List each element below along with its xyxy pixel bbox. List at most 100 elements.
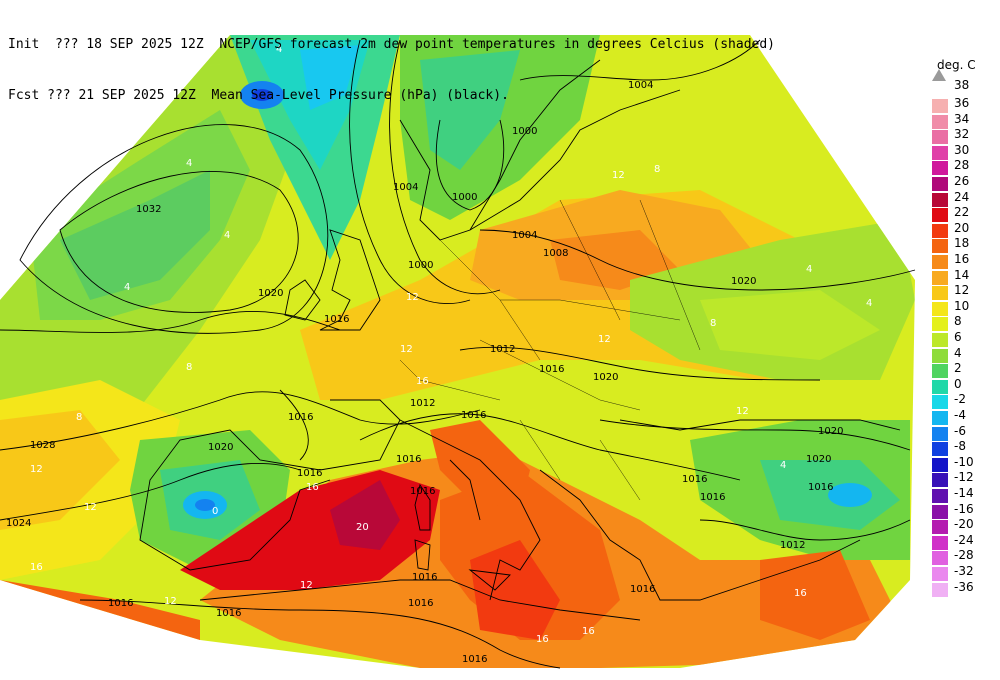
dewpoint-label: 4	[806, 264, 812, 275]
pressure-label: 1004	[628, 80, 653, 91]
pressure-label: 1012	[490, 344, 515, 355]
legend-label: 28	[954, 158, 970, 173]
dewpoint-label: 0	[212, 506, 218, 517]
pressure-label: 1004	[393, 182, 418, 193]
legend-swatch	[932, 348, 948, 363]
pressure-label: 1020	[593, 372, 618, 383]
legend-label: -36	[954, 579, 974, 594]
dewpoint-label: 8	[186, 362, 192, 373]
legend-swatch	[932, 567, 948, 581]
legend-label: -4	[954, 408, 966, 422]
legend-label: 18	[954, 236, 970, 251]
legend-swatch	[932, 379, 948, 394]
legend-label: -28	[954, 548, 974, 563]
legend-swatch	[932, 161, 948, 176]
legend-label: 8	[954, 314, 962, 329]
legend-swatch	[932, 395, 948, 410]
legend-label: 12	[954, 283, 970, 298]
dewpoint-label: 4	[124, 282, 130, 293]
pressure-label: 1016	[216, 608, 241, 619]
legend-swatch	[932, 145, 948, 160]
pressure-label: 1016	[412, 572, 437, 583]
legend-label: -8	[954, 439, 966, 454]
dewpoint-label: 4	[186, 158, 192, 169]
legend-swatch	[932, 130, 948, 145]
pressure-label: 1012	[410, 398, 435, 409]
legend-label: 0	[954, 376, 962, 391]
pressure-label: 1020	[258, 288, 283, 299]
dewpoint-label: 16	[30, 562, 43, 573]
pressure-label: 1016	[808, 482, 833, 493]
pressure-label: 1004	[512, 230, 537, 241]
pressure-label: 1016	[461, 410, 486, 421]
pressure-label: 1016	[539, 364, 564, 375]
legend-unit: deg. C	[937, 58, 976, 72]
dewpoint-label: 4	[780, 460, 786, 471]
pressure-label: 1016	[682, 474, 707, 485]
dewpoint-label: 12	[612, 170, 625, 181]
legend-label: 30	[954, 142, 970, 157]
dewpoint-label: 20	[356, 522, 369, 533]
header-init-line: Init ??? 18 SEP 2025 12Z NCEP/GFS foreca…	[8, 37, 776, 52]
legend-swatch	[932, 270, 948, 285]
pressure-label: 1020	[208, 442, 233, 453]
legend-label: -32	[954, 564, 974, 578]
dewpoint-label: 16	[416, 376, 429, 387]
dewpoint-label: 12	[30, 464, 43, 475]
dewpoint-labels: 4 4 8 4 4 8 12 16 12 12 12 8 12 16 20 16…	[30, 44, 872, 645]
pressure-label: 1020	[731, 276, 756, 287]
dewpoint-label: 12	[300, 580, 313, 591]
legend-swatch	[932, 239, 948, 254]
legend-top-arrow-icon	[932, 69, 946, 81]
coastlines	[139, 59, 901, 621]
pressure-label: 1020	[818, 426, 843, 437]
legend-swatch	[932, 535, 948, 550]
legend-label: 36	[954, 96, 970, 110]
pressure-label: 1016	[408, 598, 433, 609]
pressure-label: 1012	[780, 540, 805, 551]
legend-label: 26	[954, 174, 970, 188]
pressure-label: 1016	[297, 468, 322, 479]
pressure-label: 1000	[408, 260, 433, 271]
dewpoint-label: 12	[736, 406, 749, 417]
legend-label: -12	[954, 470, 974, 485]
borders	[399, 199, 701, 501]
legend-label: -2	[954, 392, 966, 407]
pressure-label: 1020	[806, 454, 831, 465]
legend-swatch	[932, 333, 948, 347]
legend-swatch	[932, 520, 948, 535]
legend-swatch	[932, 457, 948, 472]
isobars	[0, 39, 916, 669]
dewpoint-label: 16	[582, 626, 595, 637]
legend-swatch	[932, 504, 948, 519]
pressure-label: 1028	[30, 440, 55, 451]
legend-swatch	[932, 255, 948, 269]
legend-label: -20	[954, 517, 974, 532]
legend-label: 24	[954, 189, 970, 204]
legend-swatch	[932, 582, 948, 597]
legend-label: -24	[954, 532, 974, 547]
legend-label: 6	[954, 330, 962, 344]
pressure-label: 1016	[324, 314, 349, 325]
legend-swatch	[932, 411, 948, 425]
legend-swatch	[932, 192, 948, 207]
legend-swatch	[932, 99, 948, 113]
pressure-label: 1024	[6, 518, 31, 529]
map-header: Init ??? 18 SEP 2025 12Z NCEP/GFS foreca…	[8, 2, 775, 121]
legend-label: 20	[954, 220, 970, 235]
legend-swatch	[932, 426, 948, 441]
legend-label: 4	[954, 345, 962, 360]
legend-label: 14	[954, 267, 970, 282]
header-fcst-line: Fcst ??? 21 SEP 2025 12Z Mean Sea-Level …	[8, 88, 509, 103]
legend-swatch	[932, 317, 948, 332]
legend-swatch	[932, 177, 948, 191]
pressure-label: 1000	[452, 192, 477, 203]
pressure-label: 1016	[700, 492, 725, 503]
legend-label: -16	[954, 501, 974, 516]
dewpoint-label: 8	[654, 164, 660, 175]
dewpoint-shading	[0, 35, 915, 668]
dewpoint-label: 16	[306, 482, 319, 493]
legend-label: 2	[954, 361, 962, 376]
dewpoint-label: 12	[406, 292, 419, 303]
